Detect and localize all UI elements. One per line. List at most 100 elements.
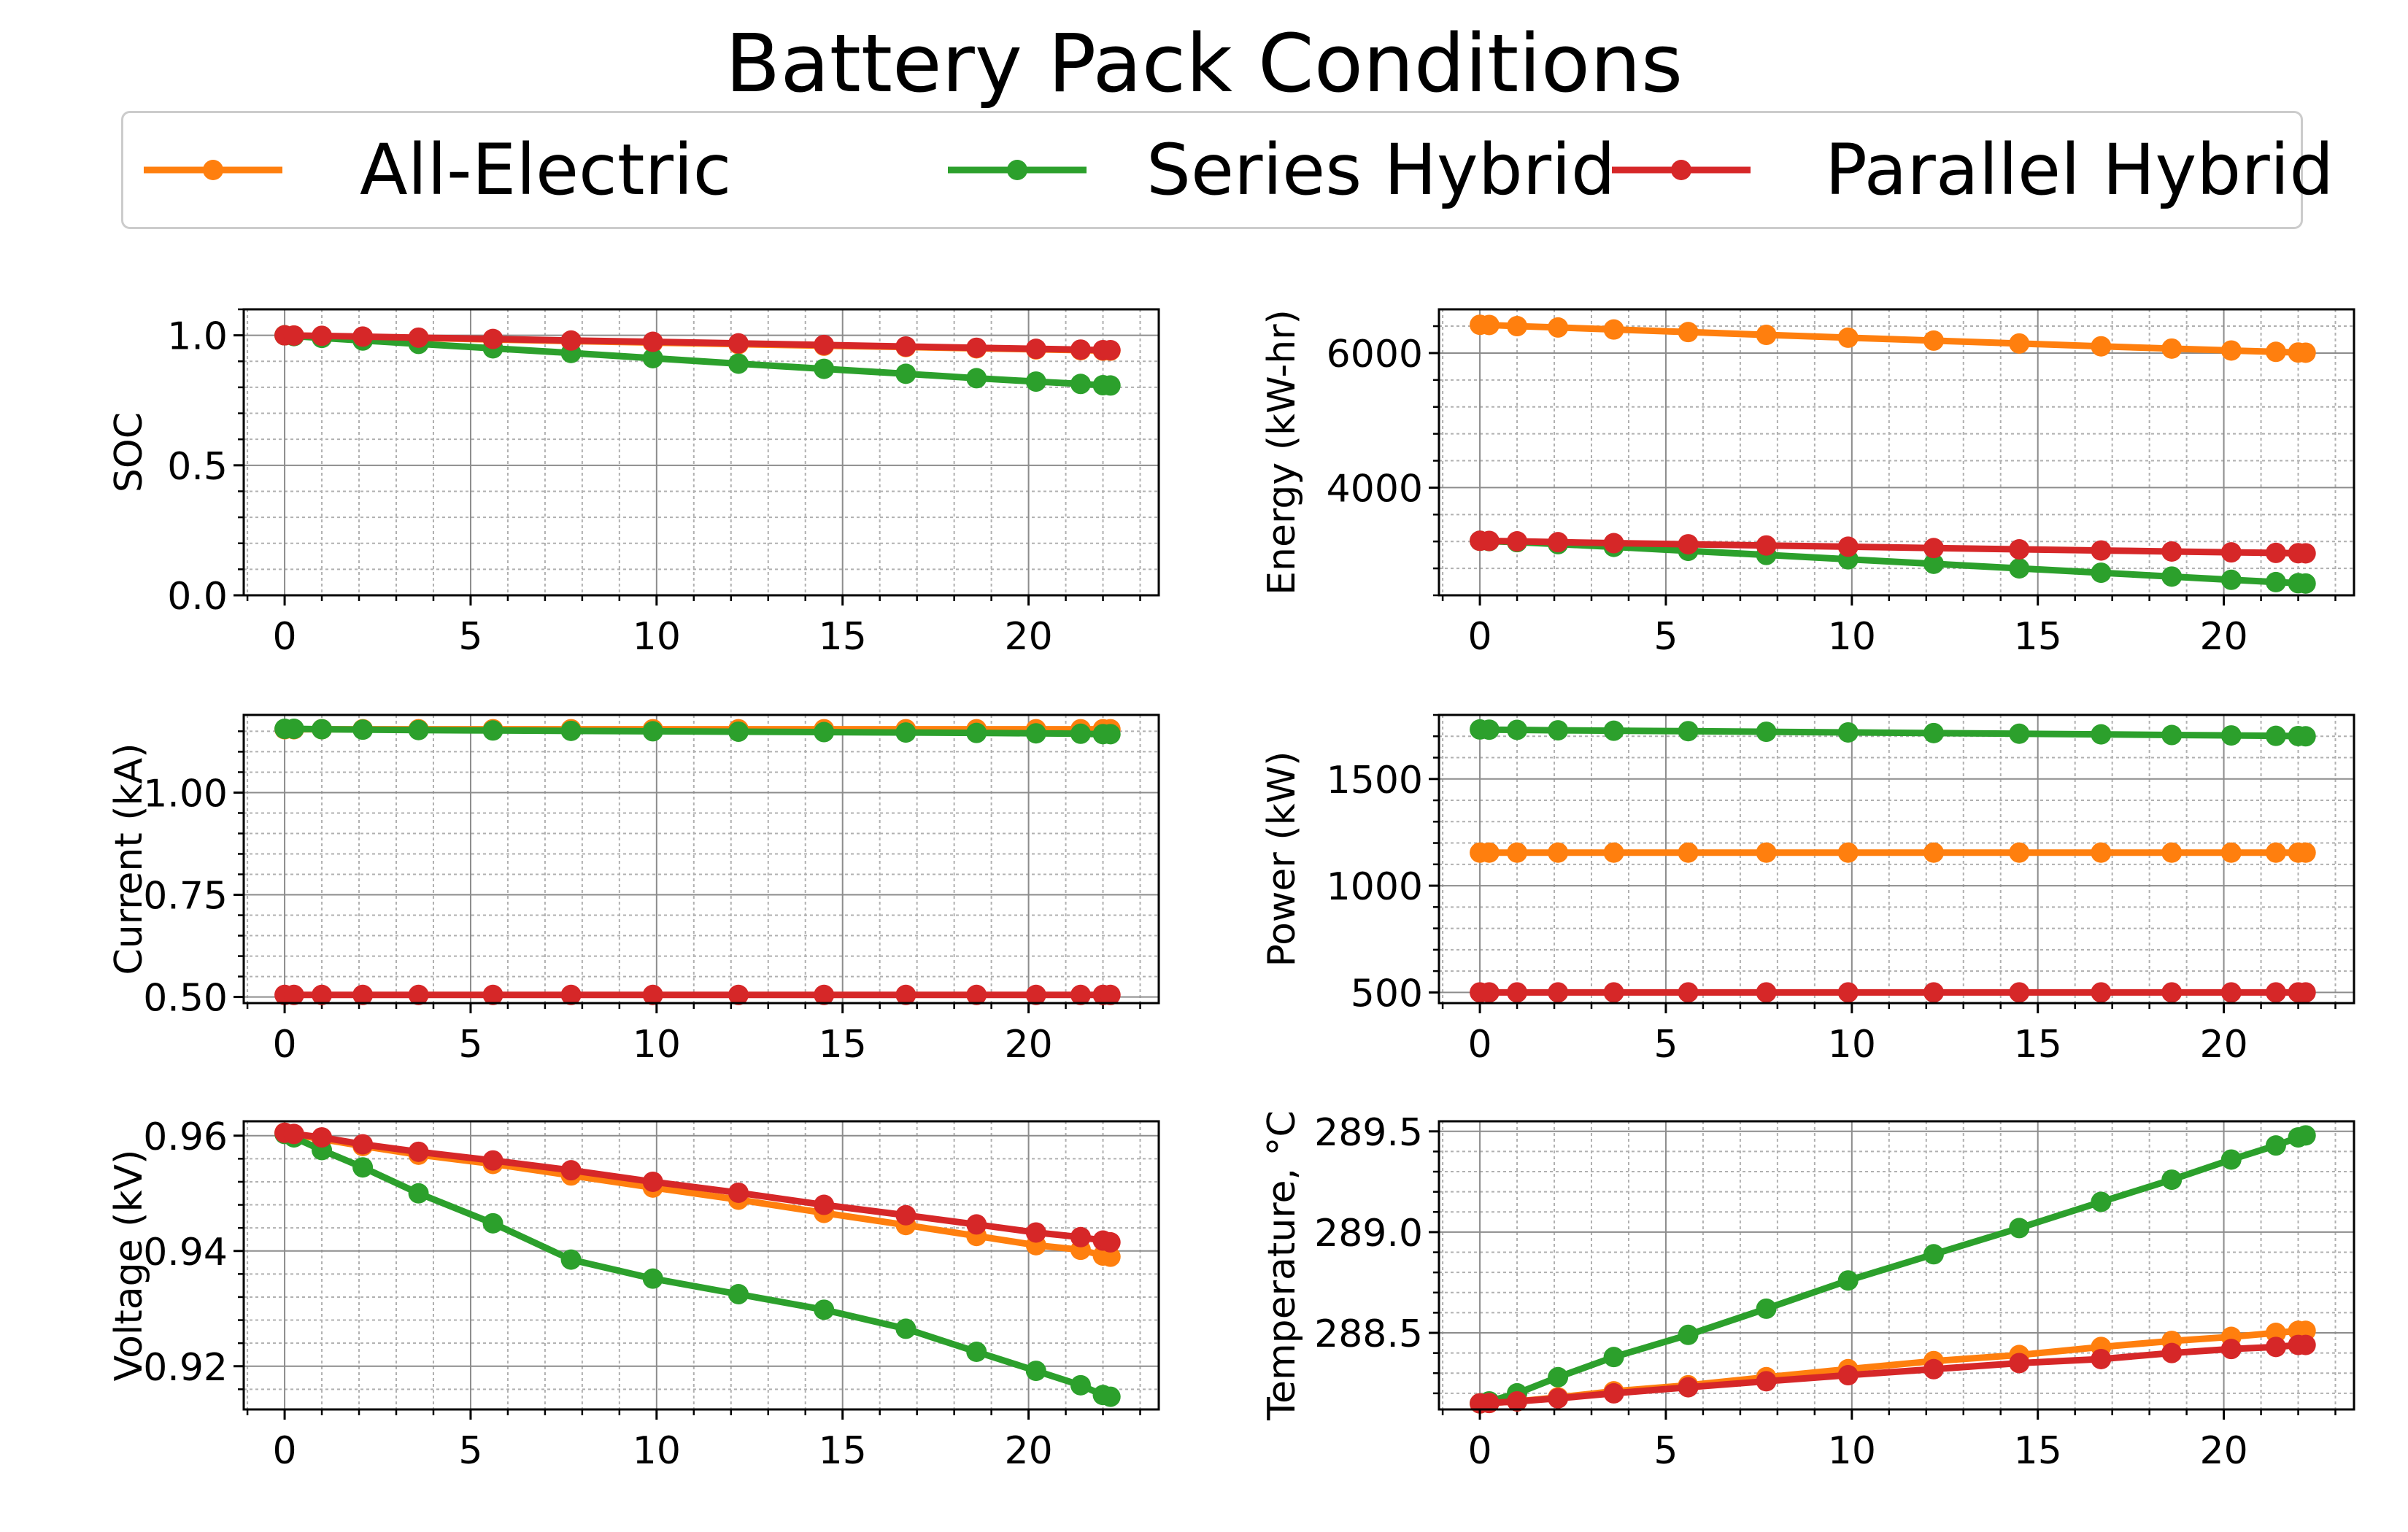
data-point [2295,1334,2316,1355]
series-parallel-hybrid [1470,1334,2316,1414]
data-point [728,353,749,374]
y-tick-label: 0.92 [143,1346,228,1390]
data-point [1070,1374,1091,1396]
data-point [2161,724,2183,746]
data-point [728,333,749,354]
data-point [2265,341,2286,363]
data-point [966,1214,987,1235]
data-point [1923,1358,1944,1380]
figure-title: Battery Pack Conditions [725,17,1683,110]
data-point [2220,542,2242,563]
data-point [895,984,916,1005]
series-line [1479,726,2306,740]
data-point [1025,1222,1046,1243]
x-tick-label: 10 [1828,615,1876,659]
data-point [814,721,835,743]
data-point [1837,982,1859,1003]
data-point [2009,1218,2030,1239]
x-tick-label: 0 [1468,615,1492,659]
series-series-hybrid [274,719,1121,745]
data-point [1837,842,1859,863]
data-point [352,1157,374,1178]
data-point [1603,319,1624,340]
data-point [2161,541,2183,562]
data-point [2009,539,2030,560]
y-axis-label: Energy (kW-hr) [1260,309,1304,595]
data-point [814,358,835,379]
data-point [1070,984,1091,1005]
axes-frame [1438,1120,2355,1411]
series-parallel-hybrid [1470,530,2316,564]
data-point [2265,1323,2286,1344]
data-point [1756,721,1777,743]
data-point [2265,725,2286,746]
data-point [1070,374,1091,395]
data-point [728,721,749,742]
data-point [814,1194,835,1215]
data-point [966,337,987,358]
data-point [966,1342,987,1362]
data-point [1478,842,1500,863]
data-point [642,331,663,352]
data-point [1070,1226,1091,1247]
data-point [1507,719,1528,740]
data-point [283,325,304,346]
data-point [1100,339,1121,360]
data-point [2220,842,2242,863]
x-tick-label: 20 [1004,615,1052,659]
data-point [1548,1366,1569,1388]
data-point [1478,982,1500,1003]
data-point [814,984,835,1005]
data-point [283,1123,304,1145]
data-point [1507,982,1528,1003]
y-tick-label: 0.50 [143,977,228,1021]
y-tick-label: 4000 [1327,467,1423,511]
x-tick-label: 0 [273,615,297,659]
data-point [2295,573,2316,594]
axes-frame [242,308,1160,597]
data-point [1507,1390,1528,1412]
x-tick-label: 15 [819,1023,867,1067]
y-tick-label: 1000 [1327,865,1423,909]
data-point [895,1318,916,1339]
data-point [2161,1342,2183,1363]
subplot-1: 0 5 10 15 20 0.0 0.5 1.0 SOC [107,308,1160,659]
data-point [408,1183,429,1204]
axes-frame [242,713,1160,1005]
data-point [2009,723,2030,744]
y-tick-label: 289.5 [1314,1111,1423,1155]
data-point [2295,1125,2316,1146]
data-point [312,325,333,347]
series-all-electric [274,1122,1121,1267]
data-point [1100,1386,1121,1407]
data-point [1678,842,1699,863]
x-tick-label: 10 [633,615,681,659]
y-tick-label: 500 [1351,972,1423,1015]
subplot-4: 0 5 10 15 20 500 1000 1500 Power (kW) [1260,713,2355,1067]
data-point [1070,339,1091,360]
x-tick-label: 0 [273,1023,297,1067]
axes-frame [1438,713,2355,1005]
x-tick-label: 0 [273,1429,297,1473]
data-point [728,1284,749,1304]
data-point [895,363,916,384]
x-tick-label: 5 [458,615,482,659]
data-point [482,1212,503,1234]
data-point [2009,982,2030,1003]
data-point [352,1134,374,1155]
series-all-electric [1470,1320,2316,1414]
y-tick-label: 1.00 [143,772,228,816]
data-point [2265,842,2286,863]
data-point [1923,1244,1944,1265]
y-tick-label: 288.5 [1314,1312,1423,1356]
data-point [2295,982,2316,1003]
data-point [2295,726,2316,747]
legend-marker-all-electric [203,160,223,180]
data-point [283,719,304,740]
data-point [1548,532,1569,553]
data-point [2265,1135,2286,1156]
data-point [966,722,987,743]
